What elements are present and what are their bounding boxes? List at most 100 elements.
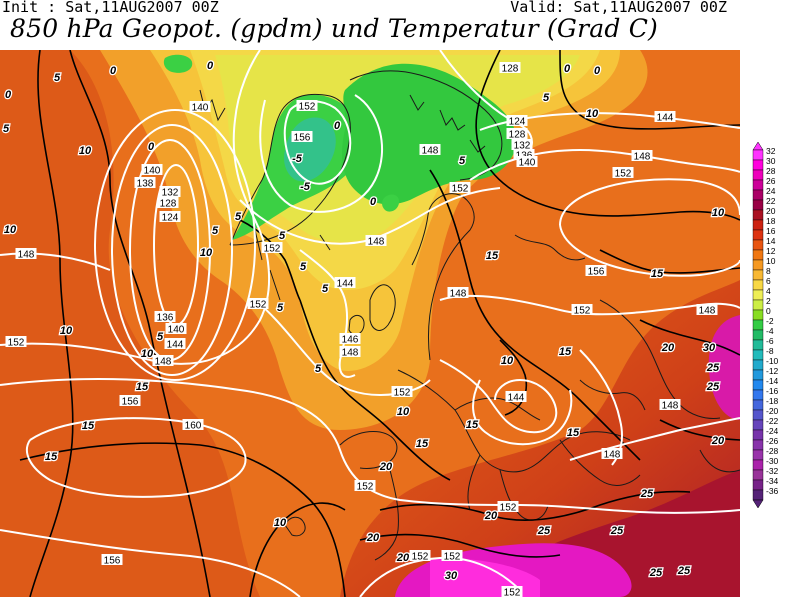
geopotential-label-text: 156 bbox=[122, 397, 139, 408]
geopotential-label-text: 152 bbox=[8, 338, 25, 349]
temperature-label: 25 bbox=[706, 381, 720, 393]
legend-swatch bbox=[752, 289, 764, 301]
geopotential-label-text: 152 bbox=[574, 306, 591, 317]
geopotential-label: 156 bbox=[585, 265, 607, 278]
temperature-label: 5 bbox=[459, 155, 466, 167]
temperature-label: 10 bbox=[712, 207, 725, 219]
legend-value: -10 bbox=[766, 356, 779, 366]
legend-swatch bbox=[752, 449, 764, 461]
legend-swatch bbox=[752, 149, 764, 161]
temperature-label: 15 bbox=[82, 420, 95, 432]
geopotential-label-text: 156 bbox=[294, 133, 311, 144]
temperature-label: 30 bbox=[703, 342, 716, 354]
geopotential-label: 148 bbox=[601, 448, 623, 461]
temperature-label: 25 bbox=[640, 488, 654, 500]
legend-value: 18 bbox=[766, 216, 776, 226]
geopotential-label: 140 bbox=[516, 156, 538, 169]
temperature-label: 10 bbox=[397, 406, 410, 418]
legend-swatch bbox=[752, 489, 764, 501]
legend-value: -30 bbox=[766, 456, 779, 466]
legend-value: 4 bbox=[766, 286, 771, 296]
temperature-label: 5 bbox=[279, 230, 286, 242]
geopotential-label-text: 148 bbox=[18, 250, 35, 261]
geopotential-label: 128 bbox=[506, 128, 528, 141]
geopotential-label-text: 152 bbox=[394, 388, 411, 399]
legend-value: 32 bbox=[766, 146, 776, 156]
geopotential-label-text: 152 bbox=[615, 169, 632, 180]
geopotential-label: 148 bbox=[15, 248, 37, 261]
geopotential-label-text: 128 bbox=[502, 64, 519, 75]
temperature-label: 0 bbox=[370, 196, 377, 208]
geopotential-label: 148 bbox=[339, 346, 361, 359]
legend-swatch bbox=[752, 179, 764, 191]
geopotential-label: 148 bbox=[447, 287, 469, 300]
geopotential-label: 124 bbox=[506, 115, 528, 128]
map-title: 850 hPa Geopot. (gpdm) und Temperatur (G… bbox=[10, 14, 658, 43]
init-time: Init : Sat,11AUG2007 00Z bbox=[2, 0, 219, 16]
legend-swatch bbox=[752, 209, 764, 221]
temperature-label: 20 bbox=[661, 342, 675, 354]
temperature-label: 5 bbox=[212, 225, 219, 237]
geopotential-label-text: 144 bbox=[337, 279, 354, 290]
legend-swatch bbox=[752, 389, 764, 401]
temperature-legend: 32 30 28 26 24 22 20 18 16 14 12 10 8 6 4 2 0 -2 -4 -6 -8 -10… bbox=[752, 140, 789, 510]
legend-swatch bbox=[752, 419, 764, 431]
weather-map: 128 140 140 138 132 128 124 152 156 148 124 128 132 1… bbox=[0, 50, 740, 597]
temperature-label: 20 bbox=[484, 510, 498, 522]
geopotential-label-text: 156 bbox=[104, 556, 121, 567]
legend-value: 6 bbox=[766, 276, 771, 286]
geopotential-label: 128 bbox=[499, 62, 521, 75]
geopotential-label-text: 146 bbox=[342, 335, 359, 346]
temperature-label: -5 bbox=[300, 181, 311, 193]
geopotential-label: 144 bbox=[654, 111, 676, 124]
temperature-label: 15 bbox=[466, 419, 479, 431]
legend-value: 16 bbox=[766, 226, 776, 236]
legend-value: 10 bbox=[766, 256, 776, 266]
temperature-label: 15 bbox=[486, 250, 499, 262]
temperature-label: 20 bbox=[366, 532, 380, 544]
temperature-label: 0 bbox=[5, 89, 12, 101]
cold-area-small bbox=[382, 194, 400, 212]
geopotential-label-text: 152 bbox=[264, 244, 281, 255]
temperature-label: 15 bbox=[136, 381, 149, 393]
temperature-label: 25 bbox=[649, 567, 663, 579]
geopotential-label: 152 bbox=[571, 304, 593, 317]
legend-value: 12 bbox=[766, 246, 776, 256]
cold-area-arctic bbox=[342, 63, 517, 205]
legend-swatch bbox=[752, 399, 764, 411]
geopotential-label-text: 132 bbox=[162, 188, 179, 199]
legend-value: 2 bbox=[766, 296, 771, 306]
legend-value: -24 bbox=[766, 426, 779, 436]
geopotential-label: 152 bbox=[354, 480, 376, 493]
geopotential-label-text: 148 bbox=[662, 401, 679, 412]
geopotential-label: 148 bbox=[631, 150, 653, 163]
geopotential-label: 136 bbox=[154, 311, 176, 324]
legend-swatch bbox=[752, 219, 764, 231]
temperature-label: 15 bbox=[416, 438, 429, 450]
geopotential-label: 144 bbox=[164, 338, 186, 351]
temperature-label: 25 bbox=[610, 525, 624, 537]
geopotential-label: 152 bbox=[612, 167, 634, 180]
legend-min-arrow bbox=[752, 499, 764, 509]
geopotential-label-text: 152 bbox=[357, 482, 374, 493]
geopotential-label: 148 bbox=[419, 144, 441, 157]
legend-swatch bbox=[752, 239, 764, 251]
geopotential-label-text: 140 bbox=[519, 158, 536, 169]
geopotential-label-text: 152 bbox=[444, 552, 461, 563]
temperature-label: 10 bbox=[586, 108, 599, 120]
map-canvas: 1281401401381321281241521561481241281321… bbox=[0, 50, 740, 597]
geopotential-label-text: 138 bbox=[137, 179, 154, 190]
temperature-label: 0 bbox=[564, 63, 571, 75]
geopotential-label-text: 148 bbox=[342, 348, 359, 359]
temperature-label: 5 bbox=[543, 92, 550, 104]
geopotential-label-text: 140 bbox=[192, 103, 209, 114]
geopotential-label: 132 bbox=[511, 139, 533, 152]
geopotential-label: 152 bbox=[391, 386, 413, 399]
geopotential-label-text: 152 bbox=[250, 300, 267, 311]
legend-value: -12 bbox=[766, 366, 779, 376]
legend-value: -36 bbox=[766, 486, 779, 496]
geopotential-label-text: 144 bbox=[657, 113, 674, 124]
geopotential-label-text: 140 bbox=[144, 166, 161, 177]
geopotential-label: 156 bbox=[101, 554, 123, 567]
